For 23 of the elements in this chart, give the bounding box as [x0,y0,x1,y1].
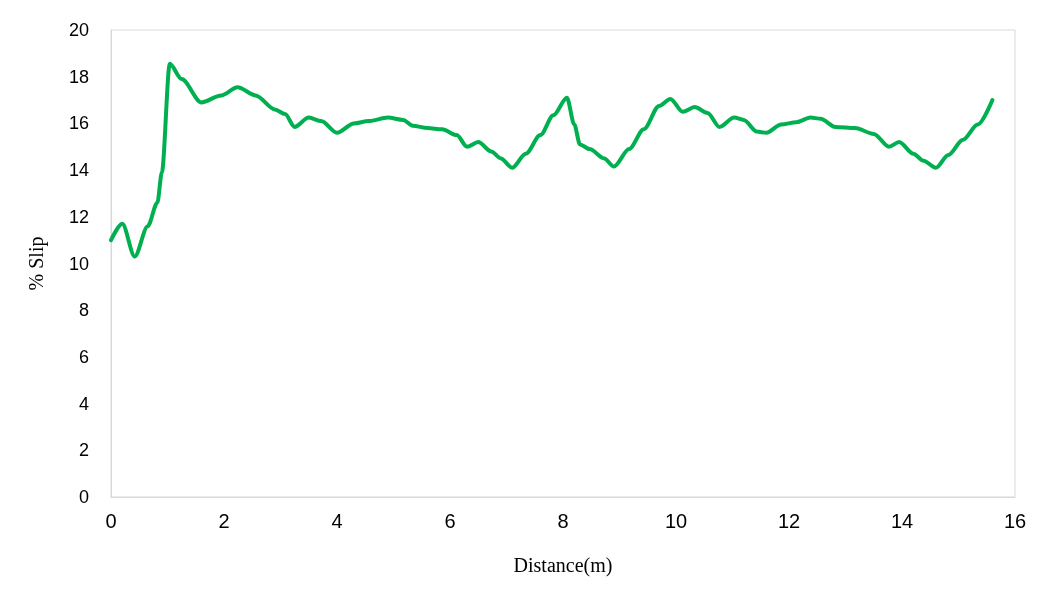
x-tick-label: 0 [105,510,117,532]
x-tick-label: 14 [890,510,914,532]
y-tick-label: 0 [78,487,89,507]
x-tick-label: 4 [331,510,343,532]
y-tick-label: 14 [68,160,89,181]
y-tick-label: 10 [68,253,89,274]
y-tick-label: 16 [68,113,89,134]
y-tick-label: 4 [78,393,89,414]
x-tick-label: 8 [557,510,569,532]
y-tick-label: 8 [78,300,89,321]
x-tick-label: 12 [777,510,801,532]
y-tick-label: 6 [78,346,89,367]
y-tick-label: 18 [68,66,89,87]
y-tick-label: 2 [78,440,89,461]
x-tick-label: 16 [1003,510,1027,532]
line-series [109,61,995,259]
x-axis-title: Distance(m) [513,554,613,577]
y-axis-title: % Slip [25,236,48,291]
x-tick-label: 2 [218,510,230,532]
y-tick-label: 20 [68,20,89,40]
y-tick-label: 12 [68,206,89,227]
x-tick-label: 6 [444,510,456,532]
x-tick-label: 10 [664,510,688,532]
